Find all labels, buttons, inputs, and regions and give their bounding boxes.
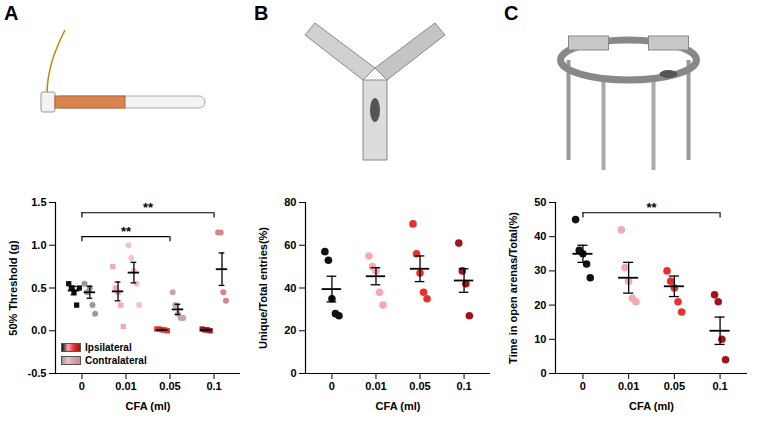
- svg-text:-0.5: -0.5: [28, 367, 47, 379]
- svg-text:0.01: 0.01: [618, 380, 639, 392]
- svg-text:0.1: 0.1: [456, 380, 471, 392]
- svg-text:60: 60: [284, 239, 296, 251]
- svg-text:20: 20: [534, 299, 546, 311]
- svg-text:0: 0: [580, 380, 586, 392]
- svg-text:40: 40: [284, 282, 296, 294]
- svg-text:**: **: [646, 200, 657, 215]
- svg-text:0.01: 0.01: [365, 380, 386, 392]
- svg-text:Time in open arenas/Total(%): Time in open arenas/Total(%): [507, 212, 519, 364]
- svg-text:80: 80: [284, 196, 296, 208]
- svg-text:0: 0: [290, 367, 296, 379]
- svg-text:0.0: 0.0: [31, 324, 46, 336]
- svg-text:0: 0: [540, 367, 546, 379]
- svg-text:0.01: 0.01: [115, 380, 136, 392]
- svg-text:0: 0: [79, 380, 85, 392]
- svg-text:**: **: [121, 224, 132, 239]
- html-text:C: C: [504, 2, 519, 24]
- html-text:Ipsilateral: Ipsilateral: [85, 342, 132, 353]
- svg-text:0.1: 0.1: [206, 380, 221, 392]
- svg-text:0.05: 0.05: [409, 380, 430, 392]
- svg-text:CFA (ml): CFA (ml): [629, 400, 674, 412]
- svg-text:CFA (ml): CFA (ml): [376, 400, 421, 412]
- html-text:Contralateral: Contralateral: [85, 355, 147, 366]
- svg-text:1.0: 1.0: [31, 239, 46, 251]
- svg-text:0.1: 0.1: [712, 380, 727, 392]
- svg-text:1.5: 1.5: [31, 196, 46, 208]
- svg-text:CFA (ml): CFA (ml): [126, 400, 171, 412]
- svg-text:40: 40: [534, 230, 546, 242]
- svg-text:0.05: 0.05: [664, 380, 685, 392]
- svg-text:30: 30: [534, 264, 546, 276]
- svg-text:Unique/Total entries(%): Unique/Total entries(%): [257, 227, 269, 349]
- svg-text:0.05: 0.05: [159, 380, 180, 392]
- svg-text:20: 20: [284, 324, 296, 336]
- svg-text:10: 10: [534, 333, 546, 345]
- html-text:A: A: [4, 2, 19, 24]
- svg-text:50: 50: [534, 196, 546, 208]
- svg-text:50% Threshold (g): 50% Threshold (g): [7, 240, 19, 336]
- svg-text:**: **: [143, 200, 154, 215]
- svg-text:0.5: 0.5: [31, 282, 46, 294]
- html-text:B: B: [254, 2, 269, 24]
- svg-text:0: 0: [329, 380, 335, 392]
